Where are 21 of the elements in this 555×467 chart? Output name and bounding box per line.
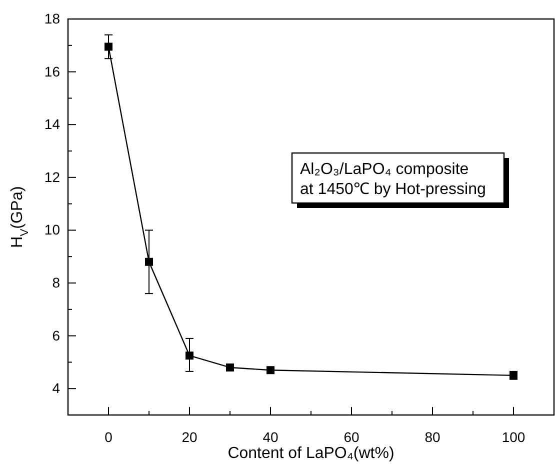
x-tick-label: 100 [502,429,526,446]
y-tick-label: 16 [44,63,60,80]
point [186,352,194,360]
y-tick-label: 14 [44,116,60,132]
annotation: Al₂O₃/LaPO₄ composite at 1450℃ by Hot-pressing [300,161,486,198]
point [226,363,234,372]
x-tick-label: 80 [424,429,440,446]
x-tick-label: 20 [182,429,198,446]
point [104,42,112,51]
x-tick-label: 40 [262,429,278,446]
point [145,258,153,266]
y-tick-label: 18 [44,10,60,26]
y-tick-label: 12 [44,168,60,185]
x-axis-title: Content of LaPO₄(wt%) [228,445,394,462]
y-tick-label: 10 [44,222,60,238]
x-tick-label: 0 [104,429,113,446]
y-tick-label: 8 [52,274,60,290]
point [266,366,274,374]
y-tick-label: 4 [52,380,60,396]
x-tick-label: 60 [344,429,360,446]
y-tick-label: 6 [52,327,60,344]
